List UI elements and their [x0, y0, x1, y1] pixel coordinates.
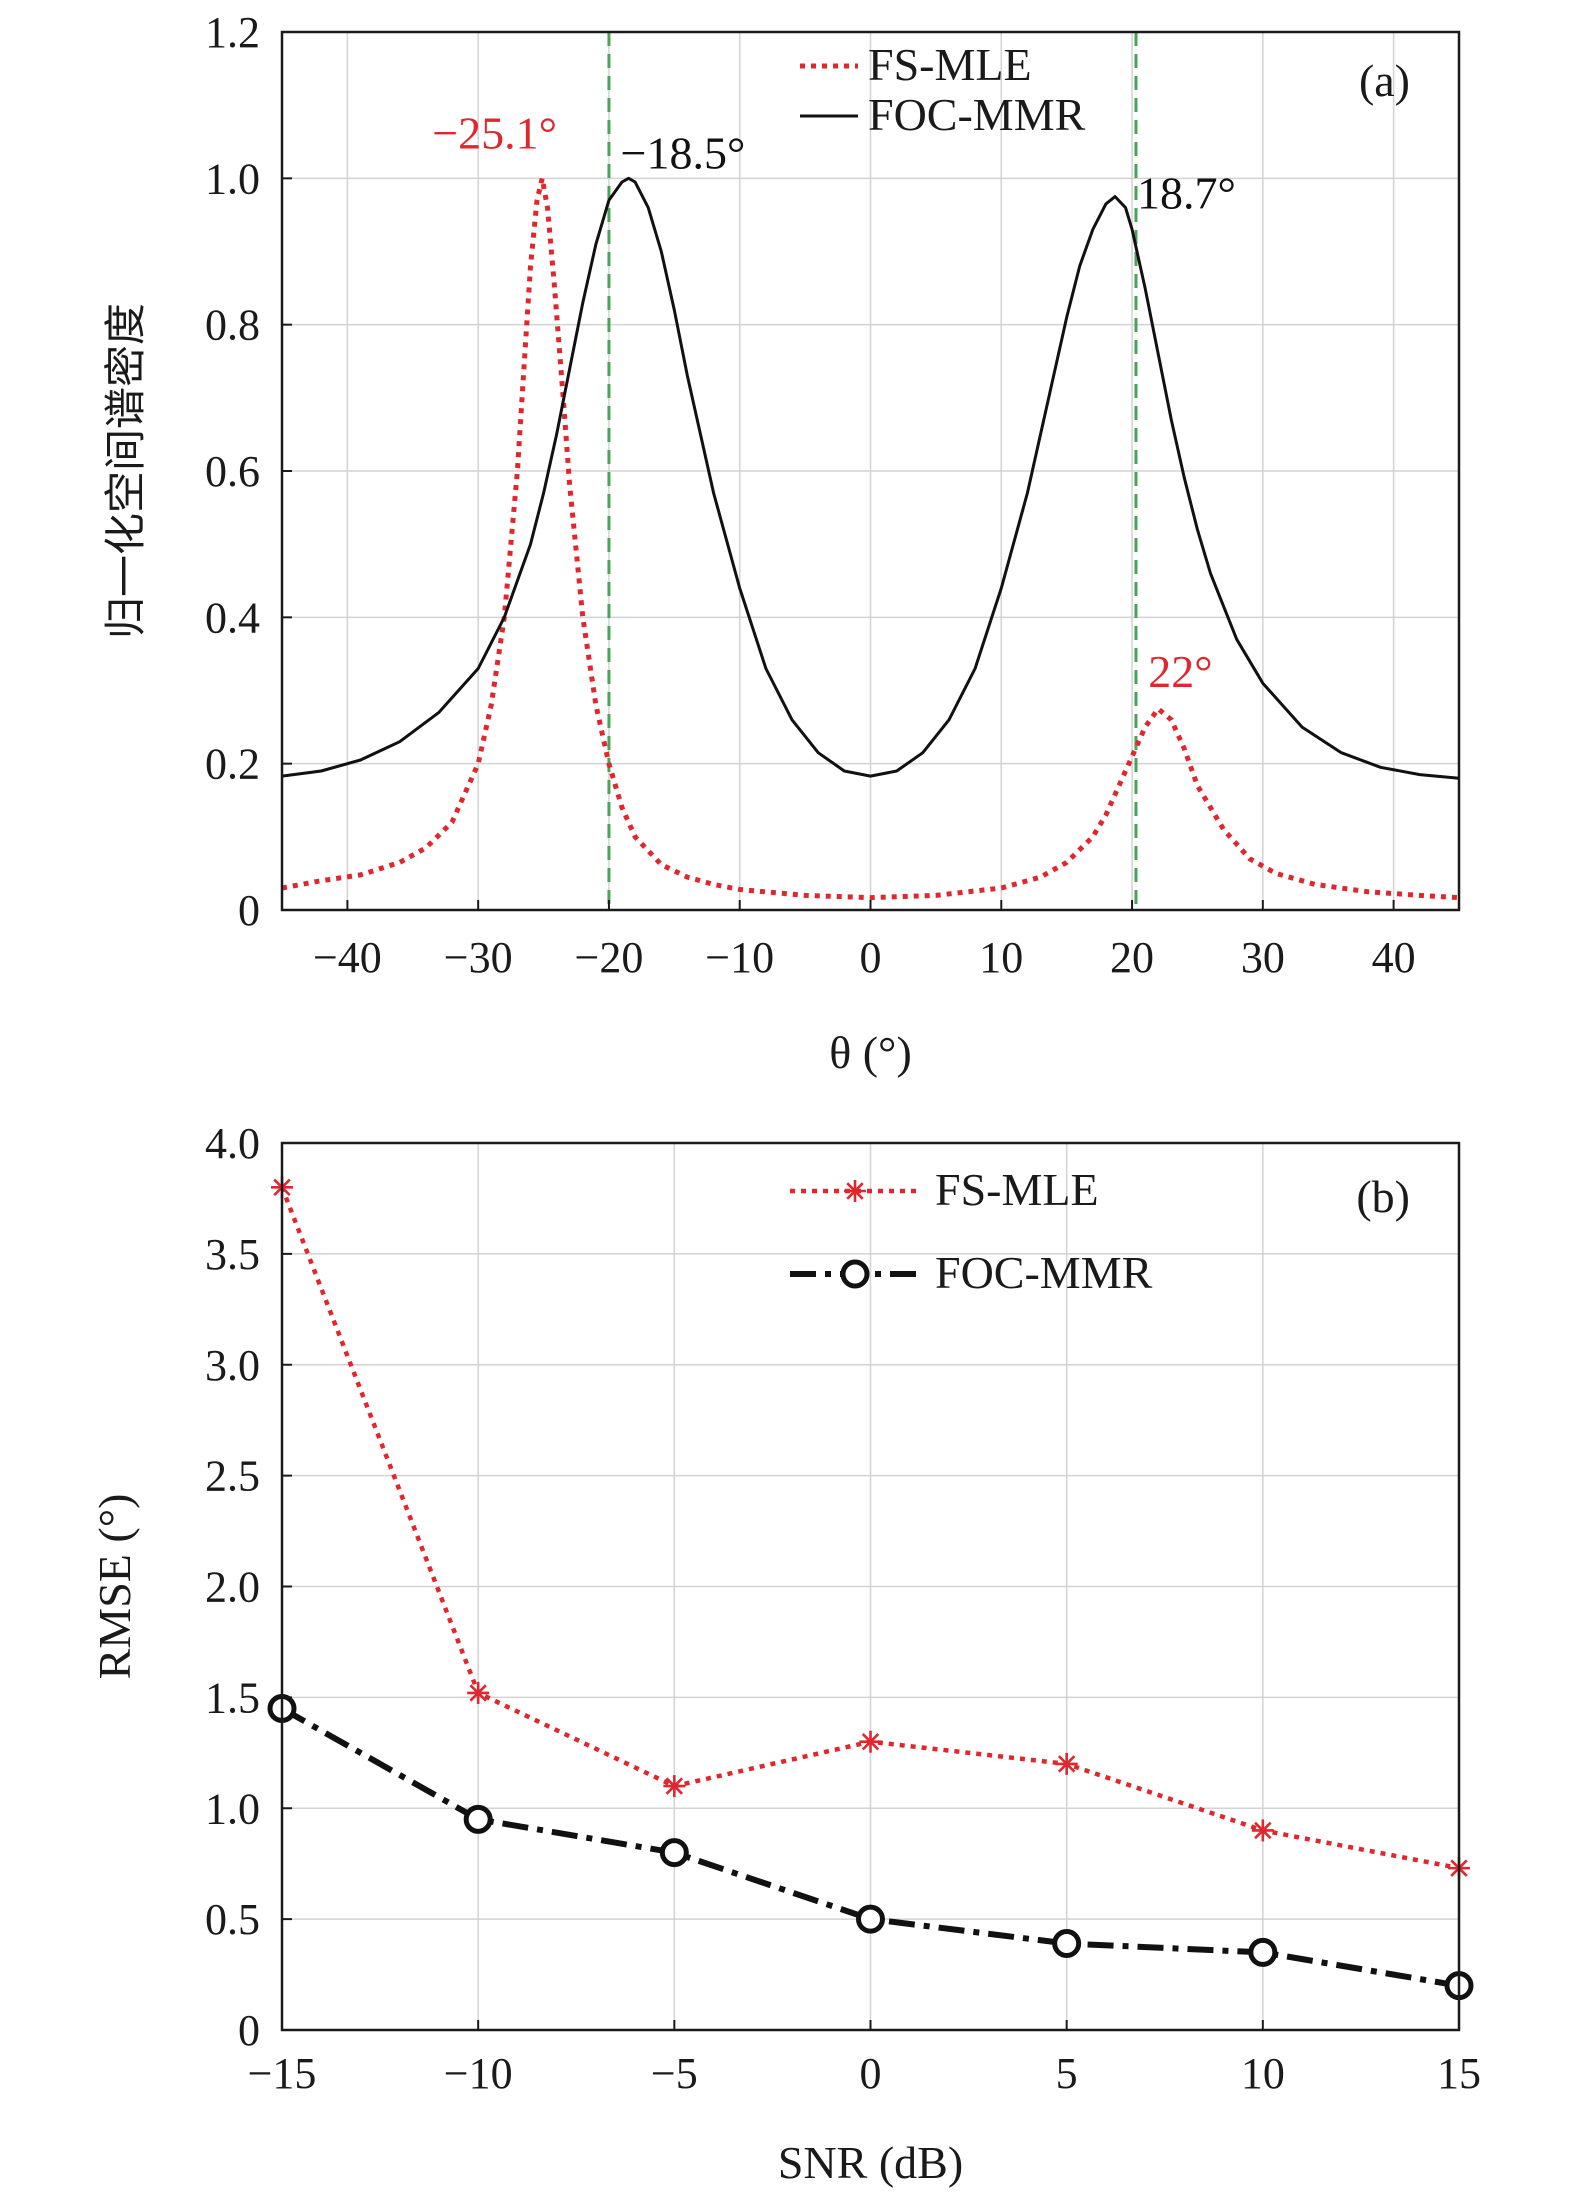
x-tick-label: 40	[1372, 933, 1416, 982]
y-tick-label: 0.8	[205, 301, 260, 350]
x-tick-label: 10	[1241, 2049, 1285, 2098]
y-tick-label: 0.6	[205, 447, 260, 496]
peak-annotation: −25.1°	[432, 107, 557, 158]
y-axis-label: RMSE (°)	[89, 1494, 140, 1680]
panel-label-a: (a)	[1359, 55, 1410, 106]
data-point-star	[844, 1180, 866, 1202]
x-tick-label: 5	[1056, 2049, 1078, 2098]
y-tick-label: 1.0	[205, 154, 260, 203]
x-tick-label: −20	[575, 933, 644, 982]
y-tick-label: 0	[238, 886, 260, 935]
x-tick-label: 30	[1241, 933, 1285, 982]
y-tick-label: 4.0	[205, 1119, 260, 1168]
x-tick-label: −15	[248, 2049, 317, 2098]
data-point-star	[1055, 1752, 1078, 1775]
y-tick-label: 0	[238, 2006, 260, 2055]
x-tick-label: −10	[705, 933, 774, 982]
chart-b-rmse: −15 −10 −5 0 5 10 15 0 0.5 1.0 1.5 2.0 2.5 3.0 3.5 4.0 S…	[89, 1119, 1481, 2188]
x-tick-label: 20	[1110, 933, 1154, 982]
y-tick-label: 2.0	[205, 1563, 260, 1612]
x-tick-label: 15	[1437, 2049, 1481, 2098]
x-tick-label: −30	[444, 933, 513, 982]
y-tick-label: 0.2	[205, 740, 260, 789]
data-point-circle	[1052, 1929, 1082, 1959]
y-tick-label: 3.5	[205, 1230, 260, 1279]
x-tick-label: 10	[979, 933, 1023, 982]
panel-label-b: (b)	[1356, 1171, 1410, 1222]
y-tick-label: 0.4	[205, 593, 260, 642]
data-point-star	[663, 1775, 686, 1798]
peak-annotation: 18.7°	[1137, 168, 1236, 219]
x-tick-label: −40	[313, 933, 382, 982]
y-tick-label: 1.0	[205, 1784, 260, 1833]
series-line-foc-mmr	[281, 176, 1460, 780]
data-point-circle	[856, 1904, 885, 1934]
legend-entry: FOC-MMR	[868, 89, 1086, 140]
peak-annotation: −18.5°	[621, 127, 746, 178]
data-point-star	[1251, 1819, 1274, 1842]
data-point-star	[859, 1730, 882, 1753]
y-axis-label: 归一化空间谱密度	[101, 303, 150, 639]
legend-marker	[840, 1259, 870, 1289]
y-tick-label: 3.0	[205, 1341, 260, 1390]
x-tick-label: 0	[860, 933, 882, 982]
peak-annotation: 22°	[1148, 646, 1212, 697]
x-axis-label: θ (°)	[829, 1027, 912, 1078]
legend-entry: FS-MLE	[868, 39, 1032, 90]
x-tick-label: −10	[444, 2049, 513, 2098]
y-tick-label: 0.5	[205, 1895, 260, 1944]
data-point-circle	[463, 1804, 493, 1834]
x-axis-label: SNR (dB)	[778, 2137, 963, 2188]
legend-entry: FS-MLE	[935, 1164, 1099, 1215]
data-point-star	[467, 1681, 490, 1704]
legend-entry: FOC-MMR	[935, 1247, 1153, 1298]
y-tick-label: 1.2	[205, 8, 260, 57]
y-tick-label: 2.5	[205, 1452, 260, 1501]
chart-a-spatial-spectrum: −40 −30 −20 −10 0 10 20 30 40 0 0.2 0.4 0.6 0.8 1.0 1.2…	[101, 8, 1461, 1078]
data-point-circle	[1248, 1937, 1278, 1967]
x-tick-label: 0	[860, 2049, 882, 2098]
x-tick-label: −5	[651, 2049, 698, 2098]
data-point-circle	[659, 1838, 689, 1868]
y-tick-label: 1.5	[205, 1673, 260, 1722]
